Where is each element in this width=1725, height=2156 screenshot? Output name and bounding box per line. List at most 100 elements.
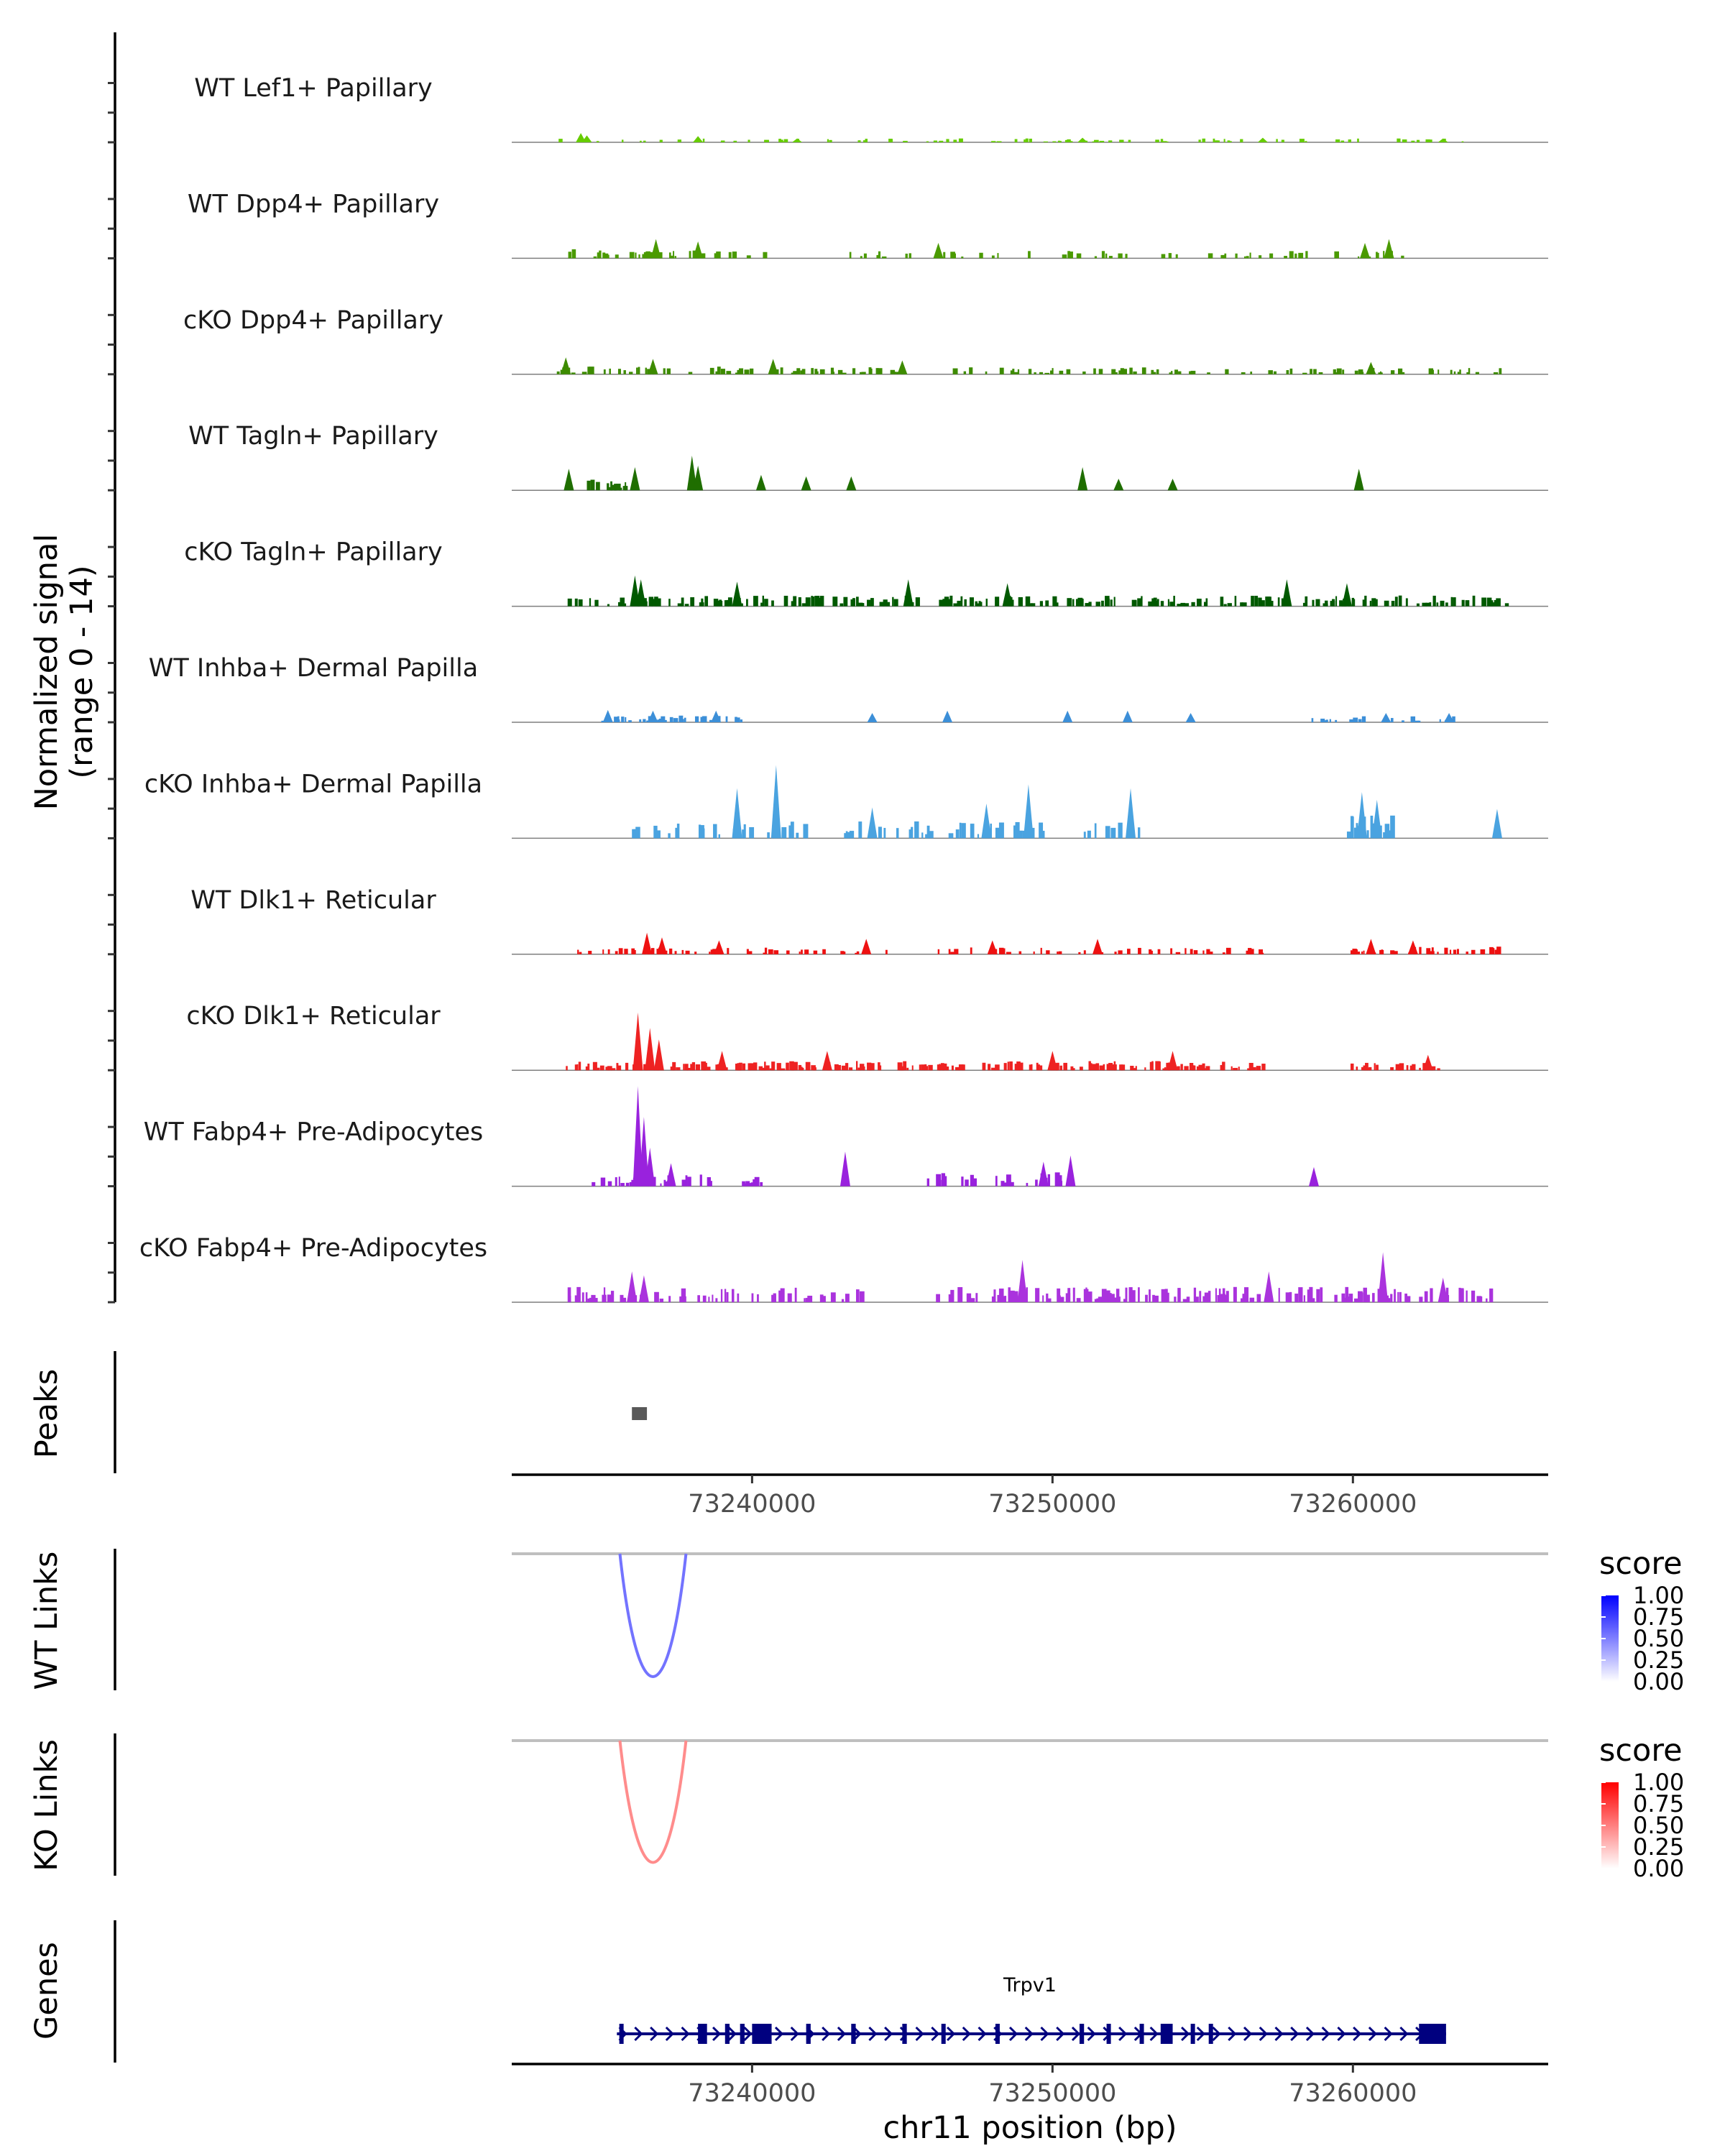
- coverage-bar: [1302, 372, 1307, 374]
- coverage-bar: [687, 1176, 691, 1187]
- coverage-bar: [1277, 597, 1280, 607]
- coverage-bar: [1042, 831, 1045, 839]
- coverage-bar: [845, 831, 848, 839]
- coverage-bar: [921, 832, 924, 839]
- coverage-bar: [764, 1061, 766, 1071]
- coverage-bar: [1054, 1172, 1060, 1187]
- coverage-bar: [717, 602, 721, 607]
- coverage-peak: [635, 579, 646, 607]
- coverage-bar: [1198, 1064, 1204, 1071]
- coverage-bar: [867, 599, 871, 607]
- coverage-peak: [1407, 940, 1418, 954]
- coverage-peak: [933, 242, 944, 259]
- coverage-bar: [995, 596, 1000, 607]
- coverage-bar: [1450, 369, 1453, 374]
- coverage-bar: [684, 717, 686, 722]
- coverage-bar: [1014, 1064, 1018, 1071]
- coverage-bar: [1174, 1296, 1177, 1302]
- coverage-bar: [663, 1179, 666, 1187]
- coverage-bar: [668, 599, 671, 607]
- coverage-bar: [579, 952, 582, 954]
- coverage-bar: [782, 141, 784, 142]
- coverage-bar: [1186, 1296, 1190, 1302]
- coverage-peak: [867, 713, 878, 722]
- strand-arrow: [1056, 2026, 1065, 2042]
- coverage-bar: [1092, 1064, 1097, 1071]
- strand-arrow: [1384, 2026, 1393, 2042]
- coverage-bar: [1069, 251, 1073, 259]
- coverage-bar: [1325, 600, 1328, 607]
- coverage-track-label: cKO Fabp4+ Pre-Adipocytes: [139, 1234, 487, 1263]
- coverage-bar: [685, 1175, 688, 1187]
- coverage-bar: [1348, 1294, 1353, 1302]
- gene-exon: [740, 2024, 745, 2044]
- coverage-bar: [1459, 369, 1461, 374]
- coverage-bar: [805, 1061, 811, 1071]
- coverage-peak: [1356, 792, 1367, 839]
- coverage-bar: [870, 368, 873, 374]
- coverage-bar: [1394, 951, 1398, 954]
- gene-exon: [902, 2024, 907, 2044]
- coverage-bar: [1233, 1067, 1238, 1071]
- coverage-bar: [684, 1064, 689, 1071]
- gene-exon: [806, 2024, 811, 2044]
- coverage-bar: [868, 1067, 871, 1071]
- coverage-bar: [760, 602, 763, 607]
- coverage-bar: [1058, 1175, 1062, 1187]
- coverage-track-label: cKO Dpp4+ Papillary: [183, 306, 443, 335]
- coverage-bar: [658, 252, 663, 259]
- coverage-peak: [714, 940, 724, 954]
- coverage-bar: [812, 596, 815, 607]
- strand-arrow: [790, 2026, 799, 2042]
- coverage-bar: [1144, 1067, 1146, 1071]
- strand-arrow: [681, 2026, 690, 2042]
- coverage-bar: [1014, 139, 1018, 142]
- coverage-bar: [702, 716, 707, 722]
- coverage-bar: [812, 1067, 816, 1071]
- legend-tick-label: 0.75: [1633, 1790, 1684, 1818]
- genes-track-label: Genes: [29, 1942, 65, 2040]
- coverage-bar: [1437, 952, 1439, 954]
- coverage-bar: [1167, 1292, 1169, 1302]
- coverage-bar: [653, 1176, 656, 1187]
- coverage-bar: [1419, 946, 1422, 954]
- coverage-bar: [863, 140, 866, 142]
- coverage-bar: [720, 1289, 723, 1302]
- coverage-bar: [664, 719, 667, 722]
- coverage-bar: [1465, 600, 1470, 607]
- coverage-peak: [693, 465, 704, 491]
- peaks-track: [632, 1407, 648, 1420]
- coverage-bar: [1240, 139, 1243, 142]
- coverage-peak: [561, 357, 571, 374]
- coverage-bar: [1009, 1181, 1014, 1187]
- coverage-bar: [1011, 599, 1014, 607]
- coverage-bar: [1350, 816, 1354, 839]
- coverage-bar: [1456, 949, 1459, 954]
- coverage-bar: [1445, 1287, 1449, 1302]
- coverage-bar: [939, 599, 944, 607]
- coverage-bar: [645, 367, 647, 374]
- coverage-track: WT Lef1+ Papillary: [194, 74, 1548, 143]
- coverage-bar: [1137, 598, 1142, 607]
- coverage-peak: [840, 1151, 850, 1187]
- coverage-bar: [576, 1286, 581, 1302]
- coverage-peak: [861, 939, 872, 954]
- strand-arrow: [712, 2026, 722, 2042]
- coverage-bar: [1119, 826, 1123, 839]
- coverage-peak: [693, 241, 704, 259]
- coverage-bar: [702, 138, 705, 142]
- coverage-bar: [1405, 598, 1408, 607]
- coverage-peak: [732, 788, 742, 839]
- coverage-bar: [1394, 1289, 1396, 1302]
- legend-tick-label: 0.50: [1633, 1812, 1684, 1839]
- coverage-bar: [1164, 1289, 1168, 1302]
- coverage-bar: [743, 824, 746, 839]
- coverage-bar: [681, 1288, 686, 1302]
- coverage-bar: [801, 603, 807, 607]
- coverage-bar: [1346, 831, 1352, 839]
- coverage-bar: [879, 1065, 882, 1071]
- coverage-bar: [629, 252, 635, 259]
- coverage-bar: [1305, 596, 1308, 607]
- coverage-bar: [617, 602, 621, 607]
- coverage-bar: [621, 1297, 627, 1302]
